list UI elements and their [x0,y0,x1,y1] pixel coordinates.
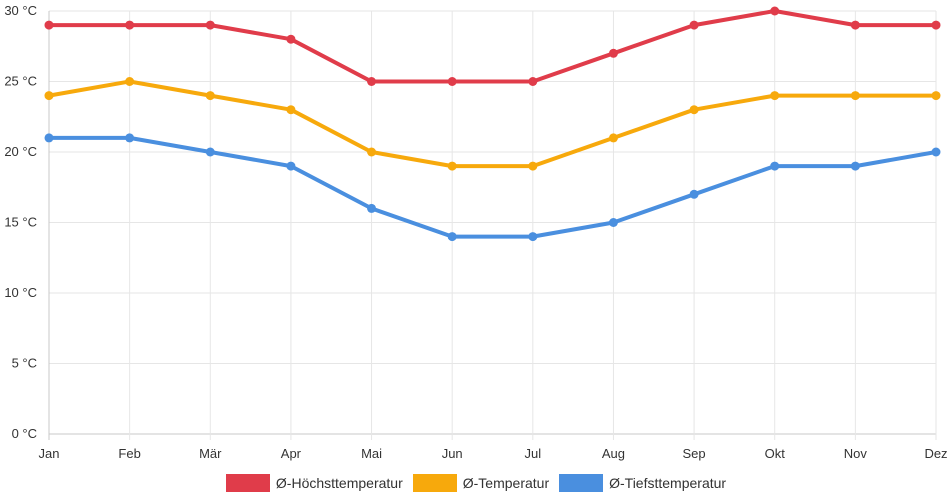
legend-label-min: Ø-Tiefsttemperatur [609,475,727,491]
x-tick-label: Okt [765,446,786,461]
y-tick-label: 0 °C [12,426,37,441]
data-point[interactable] [44,133,54,143]
x-tick-label: Mai [361,446,382,461]
data-point[interactable] [44,20,54,30]
data-point[interactable] [367,147,377,157]
series-points [44,6,941,242]
series-line-0 [47,9,938,84]
legend-swatch-max [225,474,270,492]
x-tick-label: Feb [118,446,140,461]
x-tick-label: Apr [281,446,302,461]
series-line-2 [47,135,938,239]
data-point[interactable] [286,34,296,44]
data-point[interactable] [528,77,538,86]
y-tick-label: 5 °C [12,356,37,371]
data-point[interactable] [286,161,296,171]
data-point[interactable] [125,20,135,30]
series-lines [47,9,938,239]
data-point[interactable] [125,133,135,143]
x-tick-label: Nov [844,446,868,461]
data-point[interactable] [44,91,54,101]
data-point[interactable] [931,147,941,157]
data-point[interactable] [205,91,215,101]
y-tick-label: 25 °C [4,74,37,89]
data-point[interactable] [528,232,538,242]
y-tick-label: 20 °C [4,144,37,159]
data-point[interactable] [608,133,618,143]
data-point[interactable] [770,161,780,171]
x-tick-label: Jun [442,446,463,461]
data-point[interactable] [125,77,135,86]
data-point[interactable] [367,203,377,213]
data-point[interactable] [770,6,780,16]
x-tick-label: Sep [683,446,706,461]
data-point[interactable] [770,91,780,101]
x-tick-label: Dez [924,446,947,461]
y-tick-label: 15 °C [4,215,37,230]
legend-item-min[interactable]: Ø-Tiefsttemperatur [559,474,726,492]
data-point[interactable] [608,48,618,58]
data-point[interactable] [689,20,699,30]
data-point[interactable] [447,232,457,242]
legend-label-max: Ø-Höchsttemperatur [275,475,403,491]
data-point[interactable] [850,20,860,30]
data-point[interactable] [850,161,860,171]
data-point[interactable] [367,77,377,86]
data-point[interactable] [931,20,941,30]
legend-label-avg: Ø-Temperatur [462,475,550,491]
y-axis: 0 °C 5 °C 10 °C 15 °C 20 °C 25 °C 30 °C [4,3,37,441]
y-tick-label: 10 °C [4,285,37,300]
x-tick-label: Aug [602,446,625,461]
y-tick-label: 30 °C [4,3,37,18]
data-point[interactable] [447,161,457,171]
data-point[interactable] [205,20,215,30]
legend-swatch-min [559,474,604,492]
data-point[interactable] [850,91,860,101]
data-point[interactable] [447,77,457,86]
data-point[interactable] [528,161,538,171]
x-tick-label: Jan [39,446,60,461]
data-point[interactable] [689,189,699,199]
x-tick-label: Jul [525,446,542,461]
x-tick-label: Mär [199,446,222,461]
data-point[interactable] [931,91,941,101]
data-point[interactable] [689,105,699,115]
legend-item-avg[interactable]: Ø-Temperatur [412,474,550,492]
legend: Ø-Höchsttemperatur Ø-Temperatur Ø-Tiefst… [0,472,952,494]
data-point[interactable] [205,147,215,157]
grid [48,10,937,440]
series-line-1 [47,79,938,169]
data-point[interactable] [608,218,618,227]
legend-swatch-avg [412,474,457,492]
x-axis: Jan Feb Mär Apr Mai Jun Jul Aug Sep Okt Nov Dez [39,446,948,461]
data-point[interactable] [286,105,296,115]
legend-item-max[interactable]: Ø-Höchsttemperatur [225,474,403,492]
